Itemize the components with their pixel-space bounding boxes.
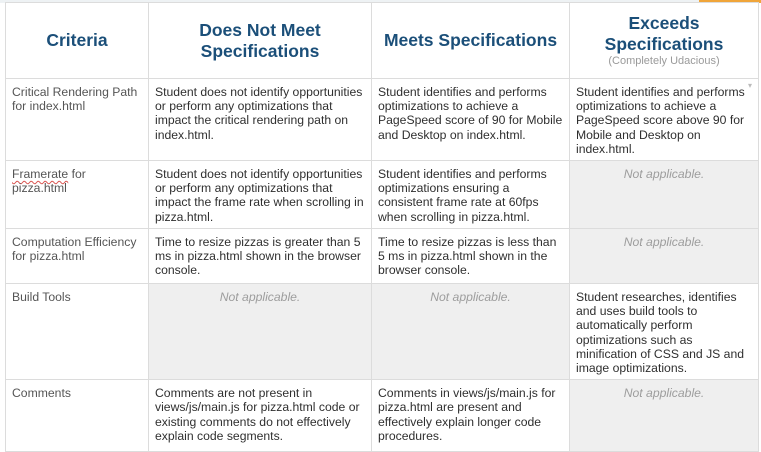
- cell-meets: Time to resize pizzas is less than 5 ms …: [371, 228, 570, 285]
- cell-does-not-meet-not-applicable: Not applicable.: [148, 283, 372, 381]
- header-exceeds: Exceeds Specifications (Completely Udaci…: [569, 2, 759, 79]
- cell-exceeds-not-applicable: Not applicable.: [569, 228, 759, 285]
- table-row: Comments Comments are not present in vie…: [5, 379, 759, 452]
- cell-exceeds: Student researches, identifies and uses …: [569, 283, 759, 381]
- criteria-comments: Comments: [5, 379, 149, 452]
- cell-does-not-meet: Time to resize pizzas is greater than 5 …: [148, 228, 372, 285]
- header-criteria: Criteria: [5, 2, 149, 79]
- header-row: Criteria Does Not Meet Specifications Me…: [5, 2, 759, 79]
- criteria-framerate: Framerate for pizza.html: [5, 160, 149, 230]
- cell-meets: Student identifies and performs optimiza…: [371, 160, 570, 230]
- cell-does-not-meet: Student does not identify opportunities …: [148, 77, 372, 162]
- top-bar: [0, 0, 761, 3]
- table-row: Build Tools Not applicable. Not applicab…: [5, 283, 759, 381]
- criteria-framerate-rest: for pizza.html: [12, 167, 86, 196]
- header-exceeds-subtitle: (Completely Udacious): [608, 55, 720, 67]
- cell-does-not-meet: Student does not identify opportunities …: [148, 160, 372, 230]
- cell-exceeds-text: Student identifies and performs optimiza…: [576, 85, 745, 156]
- criteria-framerate-word: Framerate: [12, 167, 69, 182]
- criteria-computation-efficiency: Computation Efficiency for pizza.html: [5, 228, 149, 285]
- criteria-critical-rendering-path: Critical Rendering Path for index.html: [5, 77, 149, 162]
- cell-exceeds-not-applicable: Not applicable.: [569, 160, 759, 230]
- cell-does-not-meet: Comments are not present in views/js/mai…: [148, 379, 372, 452]
- cell-exceeds: Student identifies and performs optimiza…: [569, 77, 759, 162]
- header-exceeds-title: Exceeds Specifications: [604, 13, 724, 54]
- header-does-not-meet: Does Not Meet Specifications: [148, 2, 372, 79]
- rubric-table: Criteria Does Not Meet Specifications Me…: [5, 2, 759, 452]
- table-row: Critical Rendering Path for index.html S…: [5, 77, 759, 162]
- table-row: Computation Efficiency for pizza.html Ti…: [5, 228, 759, 285]
- header-meets: Meets Specifications: [371, 2, 570, 79]
- cell-meets: Comments in views/js/main.js for pizza.h…: [371, 379, 570, 452]
- criteria-build-tools: Build Tools: [5, 283, 149, 381]
- cell-exceeds-not-applicable: Not applicable.: [569, 379, 759, 452]
- cell-meets: Student identifies and performs optimiza…: [371, 77, 570, 162]
- cell-meets-not-applicable: Not applicable.: [371, 283, 570, 381]
- table-row: Framerate for pizza.html Student does no…: [5, 160, 759, 230]
- dropdown-corner-icon: ▾: [748, 81, 753, 90]
- accent-strip: [699, 0, 761, 3]
